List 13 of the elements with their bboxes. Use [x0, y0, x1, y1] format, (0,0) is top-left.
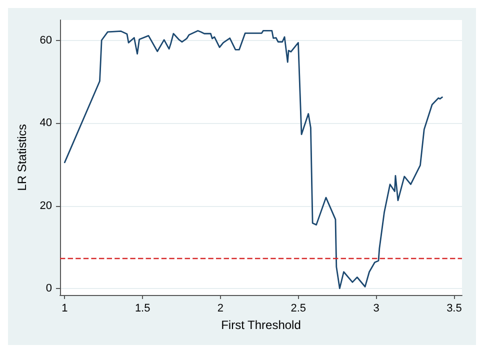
line-series	[64, 30, 443, 290]
x-tick-label: 1.5	[134, 302, 150, 314]
x-tick-label: 2	[217, 302, 224, 314]
x-axis-title: First Threshold	[221, 318, 301, 332]
y-tick-label: 20	[40, 200, 52, 212]
x-tick-label: 1	[62, 302, 68, 314]
y-tick-label: 40	[40, 117, 52, 130]
x-tick-label: 3.5	[446, 302, 462, 314]
y-axis-title: LR Statistics	[15, 124, 29, 191]
x-tick-label: 2.5	[290, 302, 306, 314]
x-tick-label: 3	[373, 302, 380, 314]
y-tick-label: 0	[46, 282, 52, 294]
y-tick-label: 60	[40, 34, 52, 47]
